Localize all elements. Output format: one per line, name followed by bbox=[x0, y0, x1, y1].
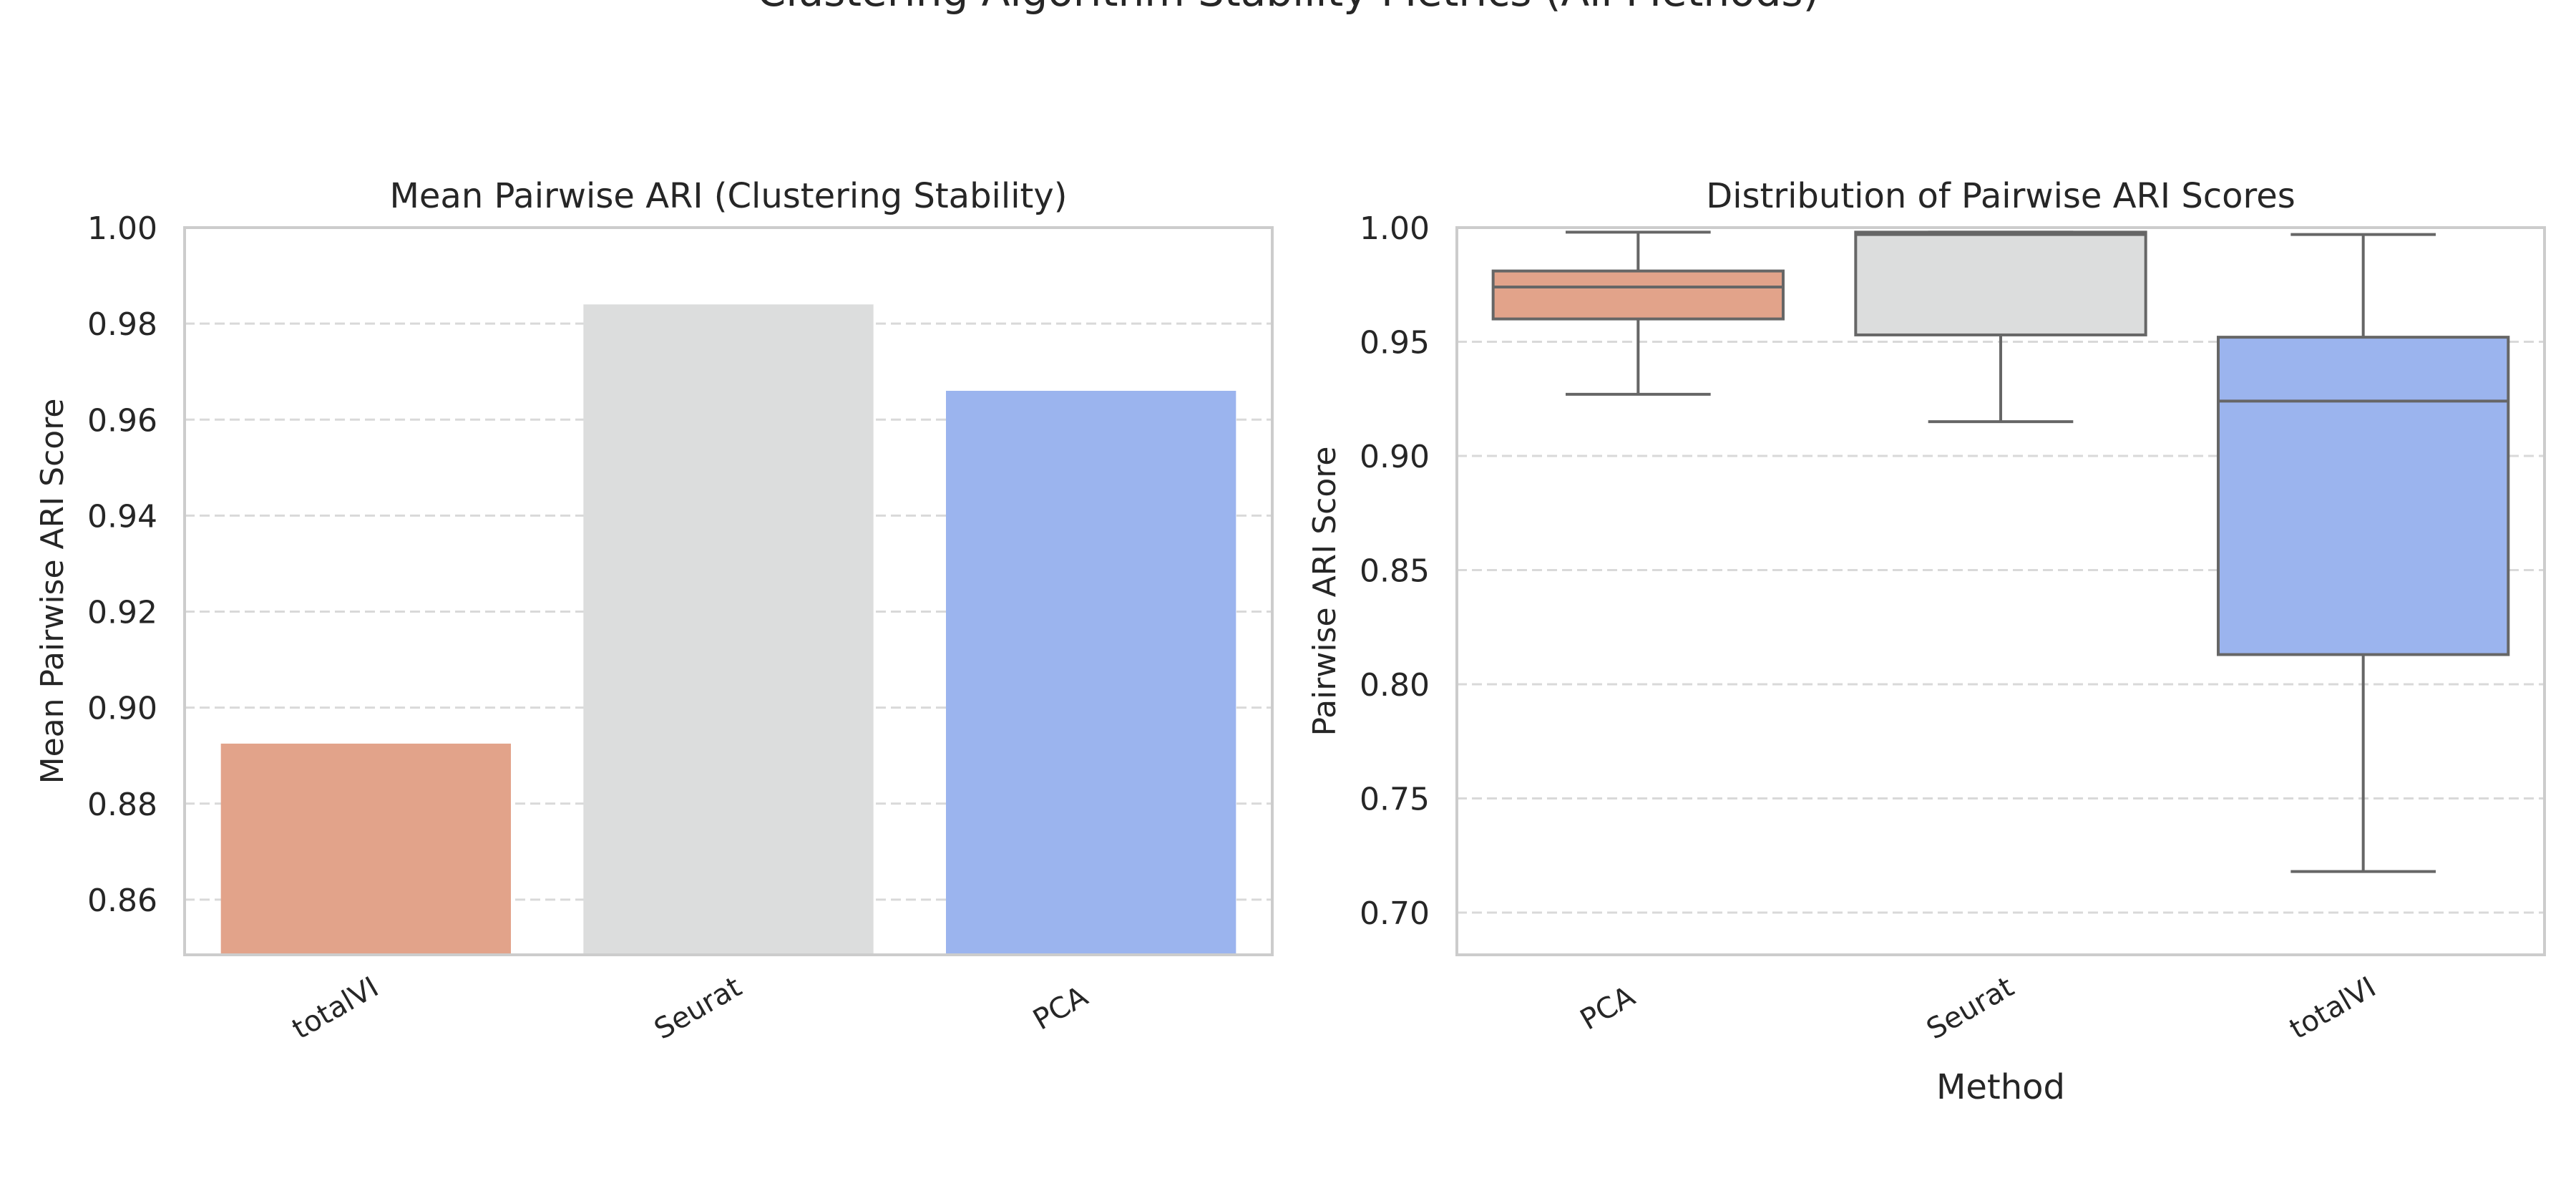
bar-pca bbox=[946, 391, 1236, 955]
bar-y-tick-label: 1.00 bbox=[87, 210, 157, 247]
box-y-tick-label: 0.70 bbox=[1360, 895, 1430, 932]
bar-y-tick-label: 0.94 bbox=[87, 498, 157, 535]
box-y-tick-label: 0.95 bbox=[1360, 324, 1430, 361]
box-seurat bbox=[1854, 230, 2147, 424]
bar-plot-frame bbox=[183, 226, 1274, 956]
box-pca-iqr bbox=[1491, 269, 1785, 321]
box-y-tick-label: 1.00 bbox=[1360, 210, 1430, 247]
box-y-tick-labels: 0.70 0.75 0.80 0.85 0.90 0.95 1.00 bbox=[1360, 210, 1430, 932]
bar-y-tick-label: 0.88 bbox=[87, 787, 157, 823]
box-y-tick-label: 0.75 bbox=[1360, 781, 1430, 817]
box-y-axis-label: Pairwise ARI Score bbox=[1307, 447, 1343, 737]
box-totalvi bbox=[2217, 233, 2510, 873]
bar-y-tick-label: 0.86 bbox=[87, 883, 157, 919]
bar-chart-panel: 0.860.880.900.920.940.960.981.00 totalVI… bbox=[34, 176, 1274, 1046]
bar-y-tick-label: 0.96 bbox=[87, 402, 157, 439]
box-totalvi-iqr bbox=[2217, 336, 2510, 656]
box-x-axis-label: Method bbox=[1936, 1067, 2065, 1107]
figure-title: Clustering Algorithm Stability Metrics (… bbox=[757, 0, 1820, 16]
box-chart-title: Distribution of Pairwise ARI Scores bbox=[1706, 176, 2296, 216]
bar-totalvi bbox=[220, 743, 511, 955]
box-y-tick-label: 0.85 bbox=[1360, 553, 1430, 589]
bar-y-tick-label: 0.92 bbox=[87, 595, 157, 631]
bar-y-tick-label: 0.98 bbox=[87, 306, 157, 343]
bar-y-tick-labels: 0.86 0.88 0.90 0.92 0.94 0.96 0.98 1.00 bbox=[87, 210, 157, 919]
box-y-tick-label: 0.80 bbox=[1360, 667, 1430, 704]
box-pca bbox=[1491, 230, 1785, 396]
box-seurat-iqr bbox=[1854, 230, 2147, 336]
bar-y-tick-label: 0.90 bbox=[87, 691, 157, 727]
bar-chart-title: Mean Pairwise ARI (Clustering Stability) bbox=[389, 176, 1067, 216]
box-series bbox=[1491, 230, 2510, 873]
box-y-tick-label: 0.90 bbox=[1360, 439, 1430, 475]
box-plot-panel: 0.700.750.800.850.900.951.00 PCA Seurat to… bbox=[1307, 176, 2546, 1107]
bar-y-axis-label: Mean Pairwise ARI Score bbox=[34, 399, 71, 784]
bar-series bbox=[220, 304, 1236, 956]
bar-seurat bbox=[583, 304, 874, 956]
box-plot-frame bbox=[1455, 226, 2546, 956]
